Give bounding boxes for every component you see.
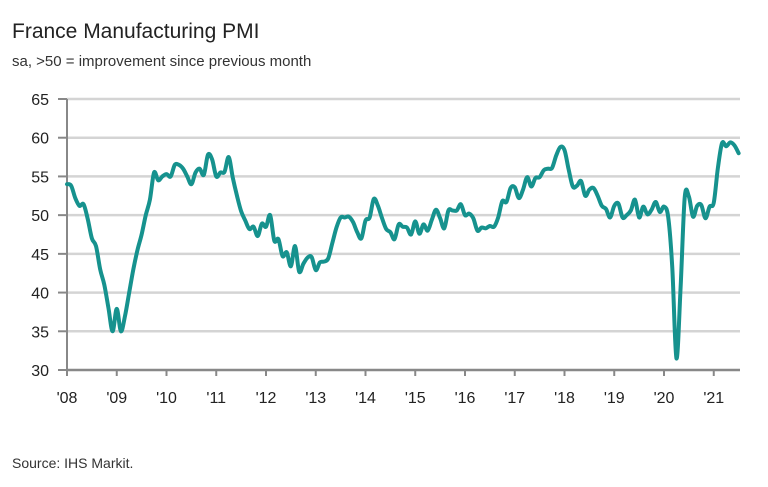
y-tick-label: 60 <box>31 131 49 148</box>
x-tick-label: '10 <box>156 390 177 407</box>
x-tick-label: '13 <box>305 390 326 407</box>
x-tick-label: '15 <box>405 390 426 407</box>
series-group <box>65 140 741 361</box>
gridlines <box>67 97 740 333</box>
x-tick-label: '19 <box>604 390 625 407</box>
source-note: Source: IHS Markit. <box>12 455 134 471</box>
x-tick-label: '08 <box>57 390 78 407</box>
x-tick-label: '09 <box>106 390 127 407</box>
series-line-pmi <box>65 140 741 361</box>
x-tick-label: '21 <box>703 390 724 407</box>
chart-subtitle: sa, >50 = improvement since previous mon… <box>12 53 312 70</box>
x-tick-label: '12 <box>256 390 277 407</box>
x-tick-label: '11 <box>206 390 226 407</box>
x-tick-label: '20 <box>654 390 675 407</box>
y-tick-label: 50 <box>31 208 49 225</box>
y-tick-label: 55 <box>31 169 49 186</box>
y-tick-label: 45 <box>31 247 49 264</box>
y-tick-label: 65 <box>31 92 49 109</box>
y-axis: 30 35 40 45 50 55 60 65 <box>31 92 68 380</box>
y-tick-label: 35 <box>31 324 49 341</box>
x-tick-label: '14 <box>355 390 376 407</box>
y-tick-label: 30 <box>31 363 49 380</box>
x-tick-label: '18 <box>554 390 575 407</box>
x-axis: '08 '09 '10 '11 '12 '13 '14 '15 '16 '17 '18 '19 '20 '… <box>57 368 740 407</box>
y-tick-label: 40 <box>31 286 49 303</box>
x-tick-label: '16 <box>455 390 476 407</box>
chart-title: France Manufacturing PMI <box>12 20 260 43</box>
x-tick-label: '17 <box>504 390 525 407</box>
